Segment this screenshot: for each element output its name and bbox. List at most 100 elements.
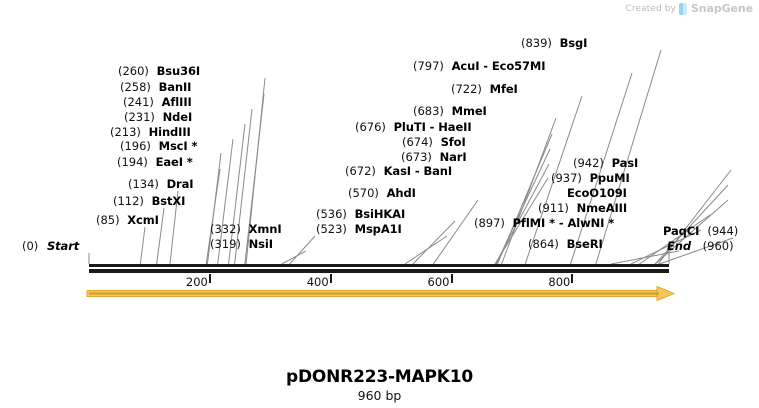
site-leader-line [281,250,307,265]
restriction-enzyme-name: PpuMI [589,171,630,185]
restriction-site-position: (676) [355,120,386,134]
restriction-site-label[interactable]: (674) SfoI [402,136,466,149]
restriction-site-label[interactable]: (570) AhdI [348,187,416,200]
restriction-site-label[interactable]: PaqCI (944) [663,225,738,238]
restriction-site-label[interactable]: (864) BseRI [528,238,603,251]
restriction-enzyme-name: NsiI [248,237,273,251]
restriction-site-label[interactable]: (839) BsgI [521,37,587,50]
ruler-tick-label: 600 [427,275,450,289]
restriction-site-label[interactable]: (194) EaeI * [117,156,193,169]
ruler-tick [329,274,332,283]
restriction-site-label[interactable]: (672) KasI - BanI [345,165,452,178]
restriction-site-label[interactable]: (319) NsiI [210,238,273,251]
restriction-site-label[interactable]: (523) MspA1I [316,223,402,236]
ruler-tick [208,274,211,283]
site-leader-line [501,117,557,265]
site-leader-line [630,229,702,265]
start-position: (0) [22,239,39,253]
restriction-site-label[interactable]: (683) MmeI [413,105,487,118]
restriction-site-label[interactable]: (258) BanII [120,81,191,94]
restriction-site-position: (194) [117,155,148,169]
restriction-site-label[interactable]: (85) XcmI [96,214,159,227]
restriction-site-position: (85) [96,213,120,227]
restriction-site-label[interactable]: (673) NarI [401,151,467,164]
restriction-site-position: (797) [413,59,444,73]
ruler-tick-label: 400 [306,275,329,289]
restriction-enzyme-name: DraI [166,177,194,191]
site-leader-line [657,169,732,265]
site-leader-line [217,138,234,265]
site-leader-line [412,220,456,265]
ruler-tick [450,274,453,283]
end-position: (960) [702,239,734,253]
ruler-tick-label: 800 [548,275,571,289]
restriction-enzyme-name: BanII [158,80,192,94]
site-leader-line [639,214,711,265]
site-leader-line [524,95,583,265]
restriction-enzyme-name: NarI [439,150,467,164]
restriction-site-label[interactable]: (213) HindIII [110,126,191,139]
restriction-site-label[interactable]: (797) AcuI - Eco57MI [413,59,546,73]
restriction-site-position: (672) [345,164,376,178]
site-leader-line [169,190,179,265]
restriction-enzyme-name: XmnI [248,222,282,236]
restriction-enzyme-name: BseRI [566,237,603,251]
end-label: End (960) [667,240,734,253]
restriction-site-position: (683) [413,104,444,118]
restriction-site-label[interactable]: (112) BstXI [113,195,185,208]
restriction-site-position: (523) [316,222,347,236]
restriction-site-position: (231) [124,110,155,124]
restriction-site-position: (897) [474,216,505,230]
restriction-site-position: (258) [120,80,151,94]
restriction-enzyme-name: NdeI [162,110,193,124]
restriction-site-position: (674) [402,135,433,149]
site-leader-line [234,108,253,265]
restriction-site-label[interactable]: (676) PluTI - HaeII [355,121,472,134]
restriction-site-position: (112) [113,194,144,208]
plasmid-backbone-upper [89,264,669,267]
restriction-site-position: (839) [521,36,552,50]
restriction-site-position: (570) [348,186,379,200]
restriction-enzyme-name: PasI [611,156,639,170]
site-leader-line [654,199,729,265]
start-label: (0) Start [22,240,79,253]
restriction-enzyme-name: PflMI * - AlwNI * [512,216,615,230]
restriction-site-label[interactable]: (260) Bsu36I [118,65,200,78]
site-leader-line [496,133,553,265]
restriction-site-position: (937) [551,171,582,185]
restriction-site-label[interactable]: (937) PpuMI [551,172,630,185]
restriction-site-label[interactable]: (241) AflIII [123,96,192,109]
restriction-enzyme-name: PaqCI [663,224,700,238]
restriction-site-label[interactable]: (231) NdeI [124,111,192,124]
restriction-site-position: (911) [538,201,569,215]
restriction-site-label[interactable]: (942) PasI [573,157,638,170]
restriction-site-label[interactable]: (911) NmeAIII [538,202,627,215]
restriction-enzyme-name: HindIII [148,125,191,139]
ruler-tick [571,274,574,283]
orf-arrow [86,286,675,302]
restriction-site-position: (241) [123,95,154,109]
restriction-enzyme-name: Bsu36I [156,64,201,78]
restriction-enzyme-name: MmeI [451,104,487,118]
restriction-site-position: (319) [210,237,241,251]
restriction-site-position: (134) [128,177,159,191]
restriction-site-position: (196) [120,139,151,153]
site-leader-line [206,152,222,265]
restriction-site-label[interactable]: EcoO109I [567,187,627,200]
site-leader-line [245,77,266,265]
page-title: pDONR223-MAPK10 [286,367,473,387]
restriction-site-label[interactable]: (134) DraI [128,177,194,191]
site-leader-line [659,237,734,265]
restriction-site-label[interactable]: (536) BsiHKAI [316,208,405,221]
site-leader-line [570,72,633,265]
restriction-enzyme-name: BstXI [151,194,186,208]
site-leader-line [432,199,479,265]
restriction-site-label[interactable]: (332) XmnI [210,223,282,236]
restriction-site-position: (673) [401,150,432,164]
restriction-site-label[interactable]: (196) MscI * [120,139,198,153]
restriction-enzyme-name: BsgI [559,36,588,50]
restriction-site-label[interactable]: (722) MfeI [451,83,518,96]
restriction-site-label[interactable]: (897) PflMI * - AlwNI * [474,217,614,230]
restriction-site-position: (332) [210,222,241,236]
